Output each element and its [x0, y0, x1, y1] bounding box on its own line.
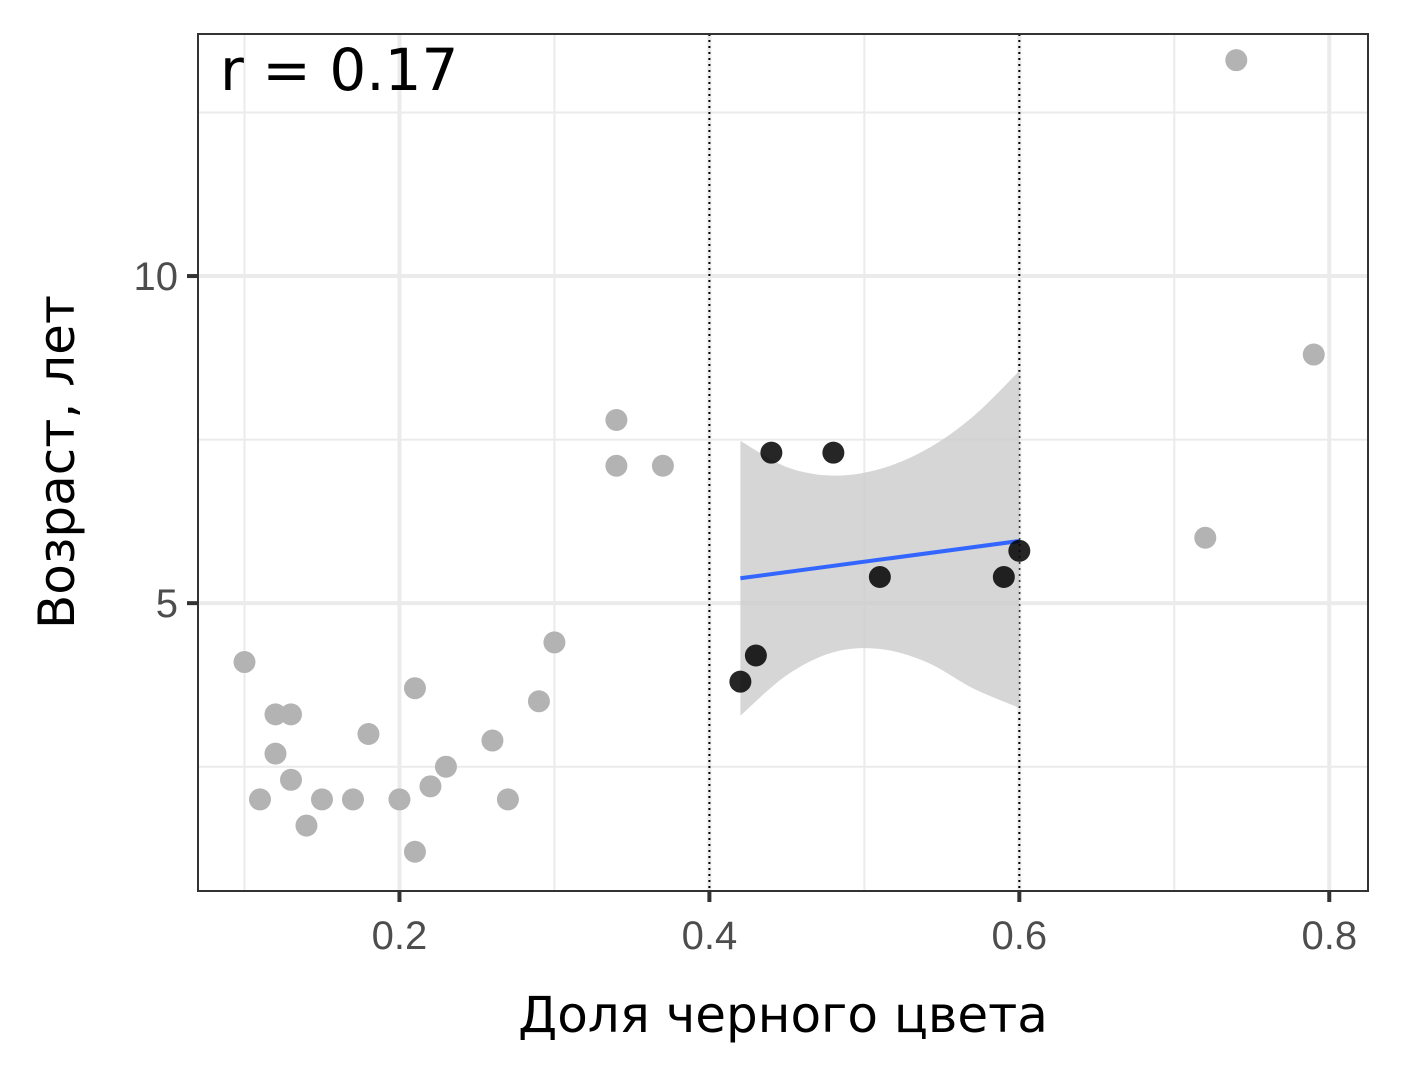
plot-panel — [198, 34, 1368, 891]
outside-data-point — [357, 722, 380, 745]
outside-data-point — [434, 755, 457, 778]
y-axis-title: Возраст, лет — [28, 295, 86, 629]
y-tick-label: 10 — [134, 255, 179, 299]
data-points — [233, 49, 1325, 863]
regression-line — [740, 539, 1020, 581]
inside-data-point — [744, 644, 767, 667]
outside-data-point — [481, 729, 504, 752]
outside-data-point — [403, 677, 426, 700]
outside-data-point — [341, 788, 364, 811]
minor-gridlines — [198, 34, 1368, 891]
outside-data-point — [419, 775, 442, 798]
outside-data-point — [1194, 526, 1217, 549]
inside-data-point — [868, 565, 891, 588]
outside-data-point — [651, 454, 674, 477]
x-axis-title: Доля черного цвета — [518, 986, 1048, 1044]
outside-data-point — [233, 651, 256, 674]
outside-data-point — [543, 631, 566, 654]
x-axis-ticks: 0.2 0.4 0.6 0.8 — [372, 891, 1357, 958]
plot-border — [197, 33, 1369, 892]
confidence-band-area — [740, 370, 1020, 716]
outside-data-point — [279, 768, 302, 791]
outside-data-point — [264, 703, 287, 726]
inside-data-point — [992, 565, 1015, 588]
outside-data-point — [248, 788, 271, 811]
fit-line — [740, 539, 1020, 581]
x-tick-label: 0.4 — [682, 914, 738, 958]
y-axis-ticks: 5 10 — [134, 255, 198, 626]
outside-data-point — [310, 788, 333, 811]
outside-data-point — [605, 408, 628, 431]
y-tick-label: 5 — [156, 582, 178, 626]
x-tick-label: 0.2 — [372, 914, 428, 958]
outside-data-point — [527, 690, 550, 713]
outside-data-point — [403, 840, 426, 863]
inside-data-point — [1008, 539, 1031, 562]
correlation-annotation: r = 0.17 — [220, 36, 458, 104]
reference-lines — [708, 34, 1021, 891]
confidence-band — [740, 370, 1020, 716]
outside-data-point — [279, 703, 302, 726]
outside-data-point — [388, 788, 411, 811]
inside-data-point — [760, 441, 783, 464]
x-tick-label: 0.6 — [992, 914, 1048, 958]
outside-data-point — [1225, 49, 1248, 72]
outside-data-point — [295, 814, 318, 837]
outside-data-point — [1302, 343, 1325, 366]
outside-data-point — [605, 454, 628, 477]
outside-data-point — [496, 788, 519, 811]
inside-data-point — [822, 441, 845, 464]
x-tick-label: 0.8 — [1301, 914, 1357, 958]
outside-data-point — [264, 742, 287, 765]
inside-data-point — [729, 670, 752, 693]
